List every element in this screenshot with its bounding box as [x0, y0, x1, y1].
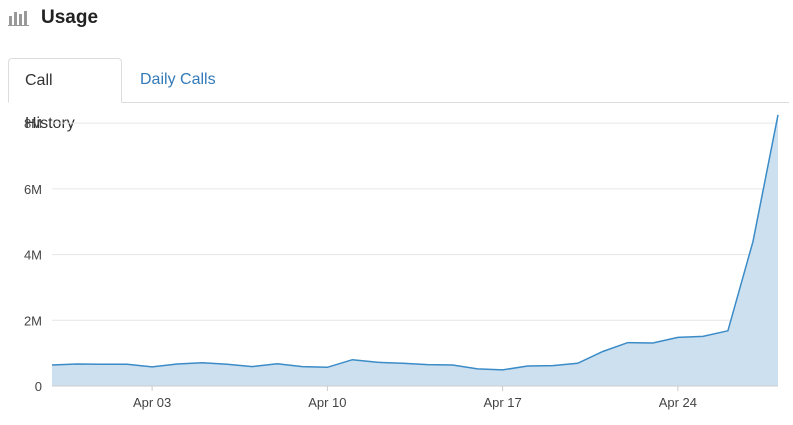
y-tick-label: 0 — [35, 379, 42, 394]
series-area — [52, 114, 778, 387]
y-tick-label: 2M — [24, 313, 42, 328]
y-tick-label: 8M — [24, 116, 42, 131]
usage-header: Usage — [8, 4, 98, 32]
y-tick-label: 4M — [24, 248, 42, 263]
x-tick-label: Apr 24 — [659, 395, 697, 410]
x-tick-label: Apr 17 — [483, 395, 521, 410]
page-title: Usage — [41, 7, 99, 28]
x-tick-label: Apr 10 — [308, 395, 346, 410]
tab-bar: Call History Daily Calls — [8, 58, 789, 132]
bar-chart-icon — [8, 10, 30, 26]
y-tick-label: 6M — [24, 182, 42, 197]
series-line — [51, 114, 779, 371]
tab-call-history[interactable]: Call History — [8, 58, 122, 132]
tab-daily-calls[interactable]: Daily Calls — [140, 71, 216, 88]
usage-chart: 0 2M 4M 6M 8M Apr 03 Apr 10 Apr 17 Apr 24 — [24, 114, 779, 410]
x-tick-label: Apr 03 — [133, 395, 171, 410]
